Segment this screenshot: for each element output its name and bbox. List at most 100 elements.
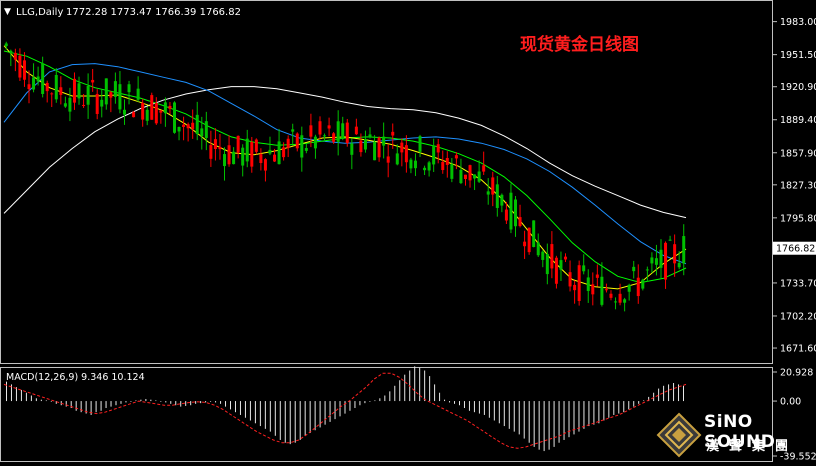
- candle-body: [500, 195, 503, 206]
- candle-body: [100, 100, 103, 107]
- price-tick-label: 1857.90: [780, 148, 816, 159]
- candle-body: [155, 103, 158, 123]
- candle-body: [105, 78, 108, 104]
- candle-body: [159, 110, 162, 112]
- candle-body: [678, 263, 681, 267]
- candle-body: [291, 129, 294, 131]
- candle-body: [337, 121, 340, 142]
- candle-body: [350, 143, 353, 154]
- brand-chinese-name: 漢聲集團: [706, 435, 798, 454]
- main-panel-border: [1, 1, 773, 364]
- diamond-logo-icon: [656, 412, 702, 458]
- price-tick-label: 1889.40: [780, 115, 816, 126]
- candle-body: [273, 155, 276, 162]
- candle-body: [178, 127, 181, 131]
- candle-body: [173, 102, 176, 132]
- symbol-label: LLG,Daily: [16, 7, 63, 18]
- candle-body: [428, 162, 431, 170]
- candle-body: [50, 93, 53, 94]
- candle-body: [591, 284, 594, 294]
- candle-body: [491, 177, 494, 194]
- brand-logo: SiNO SOUND 漢聲集團: [652, 408, 816, 462]
- price-tick-label: 1827.30: [780, 180, 816, 191]
- candle-body: [564, 257, 567, 260]
- candle-body: [37, 76, 40, 81]
- candle-body: [487, 191, 490, 194]
- candle-body: [32, 77, 35, 89]
- candle-body: [437, 144, 440, 152]
- candle-body: [541, 252, 544, 260]
- candle-body: [5, 43, 8, 46]
- candle-body: [250, 142, 253, 167]
- candle-body: [369, 134, 372, 137]
- candle-body: [118, 84, 121, 109]
- chart-title: 现货黄金日线图: [520, 34, 639, 55]
- candle-body: [187, 124, 190, 128]
- candle-body: [409, 160, 412, 169]
- candle-body: [432, 145, 435, 164]
- price-tick-label: 1920.90: [780, 82, 816, 93]
- candle-body: [309, 125, 312, 136]
- candle-body: [73, 79, 76, 103]
- candle-body: [241, 148, 244, 166]
- candle-body: [619, 294, 622, 303]
- candle-body: [673, 244, 676, 263]
- candle-body: [364, 139, 367, 150]
- candle-body: [528, 228, 531, 252]
- candle-body: [446, 158, 449, 165]
- candle-body: [141, 103, 144, 120]
- candle-body: [114, 81, 117, 97]
- candle-body: [246, 139, 249, 162]
- candle-body: [278, 141, 281, 164]
- candle-body: [523, 242, 526, 247]
- candle-body: [91, 80, 94, 83]
- candle-body: [555, 258, 558, 284]
- candle-body: [600, 277, 603, 305]
- candle-body: [223, 154, 226, 166]
- price-tick-label: 1671.60: [780, 344, 816, 355]
- candle-body: [659, 250, 662, 268]
- candle-body: [137, 89, 140, 100]
- candle-body: [328, 125, 331, 128]
- candle-body: [318, 121, 321, 134]
- candle-body: [387, 156, 390, 162]
- candle-body: [23, 60, 26, 79]
- candle-body: [150, 95, 153, 120]
- candle-body: [405, 145, 408, 162]
- candle-body: [605, 289, 608, 290]
- candle-body: [519, 217, 522, 226]
- candle-body: [341, 123, 344, 139]
- candle-body: [623, 299, 626, 302]
- candle-body: [314, 137, 317, 149]
- ohlc-values: 1772.28 1773.47 1766.39 1766.82: [66, 7, 241, 18]
- candle-body: [55, 75, 58, 99]
- candle-body: [300, 135, 303, 157]
- candle-body: [41, 63, 44, 94]
- candle-body: [614, 301, 617, 302]
- candle-body: [450, 164, 453, 179]
- candle-body: [382, 137, 385, 146]
- candle-body: [296, 134, 299, 149]
- candle-body: [582, 265, 585, 271]
- candle-body: [546, 254, 549, 274]
- candle-body: [323, 135, 326, 136]
- main-price-panel: ▼ LLG,Daily 1772.28 1773.47 1766.39 1766…: [1, 1, 816, 364]
- candle-body: [200, 128, 203, 136]
- candle-body: [587, 277, 590, 291]
- candle-body: [128, 84, 131, 92]
- candle-body: [232, 152, 235, 164]
- candle-body: [632, 267, 635, 271]
- candle-body: [609, 294, 612, 298]
- candle-body: [359, 141, 362, 153]
- candle-body: [146, 110, 149, 121]
- price-tick-label: 1951.50: [780, 50, 816, 61]
- candle-body: [459, 170, 462, 183]
- candle-body: [455, 155, 458, 158]
- price-axis: 1983.001951.501920.901889.401857.901827.…: [772, 17, 816, 354]
- candle-body: [419, 136, 422, 152]
- candle-body: [218, 147, 221, 149]
- collapse-arrow-icon[interactable]: ▼: [4, 7, 11, 17]
- candle-body: [569, 272, 572, 286]
- candle-body: [78, 83, 81, 98]
